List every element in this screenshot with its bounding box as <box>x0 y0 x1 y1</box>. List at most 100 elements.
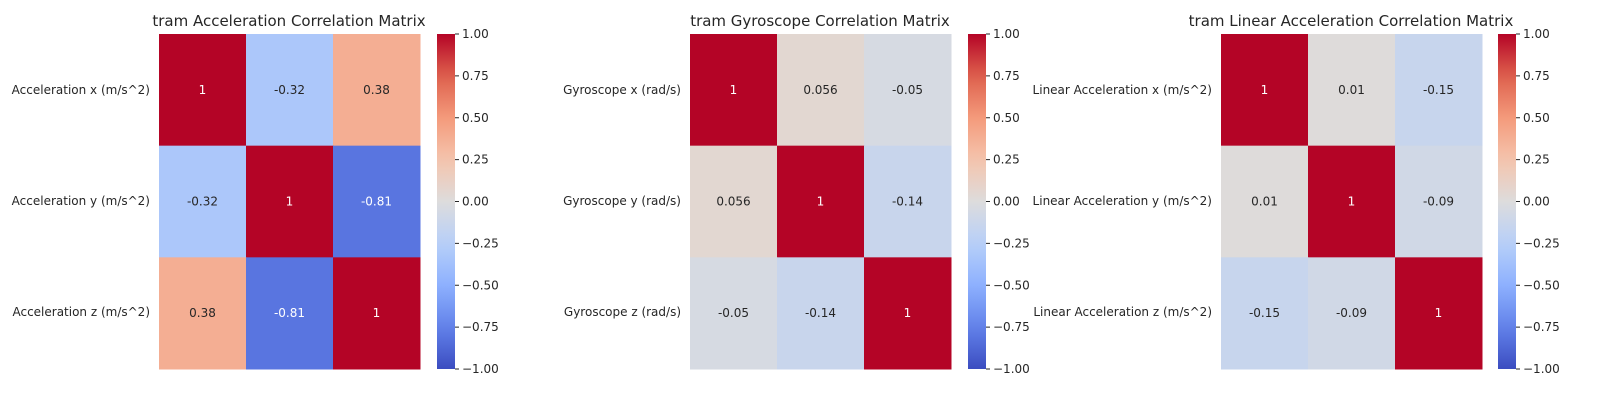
heatmap-cell-label-r0-c2: -0.15 <box>1423 83 1454 97</box>
colorbar-tick-label: 0.50 <box>993 111 1020 125</box>
heatmap-cell-r0-c0 <box>690 34 778 147</box>
row-labels: Linear Acceleration x (m/s^2) Linear Acc… <box>1033 83 1212 319</box>
heatmap-title: tram Gyroscope Correlation Matrix <box>690 12 950 30</box>
colorbar-tick-label: 0.00 <box>462 195 489 209</box>
colorbar-tick-label: −0.50 <box>1523 278 1560 292</box>
heatmap-title: tram Acceleration Correlation Matrix <box>152 12 425 30</box>
heatmap-cell-label-r2-c0: -0.05 <box>718 306 749 320</box>
heatmap-cell-r1-c1 <box>246 145 334 258</box>
heatmap-cell-r0-c1 <box>1308 34 1396 147</box>
colorbar-tick-label: 0.25 <box>1523 153 1550 167</box>
colorbar-tick-label: 0.75 <box>993 69 1020 83</box>
heatmap-cell-r2-c0 <box>690 257 778 370</box>
heatmap-title: tram Linear Acceleration Correlation Mat… <box>1189 12 1514 30</box>
colorbar-gradient <box>968 34 986 369</box>
heatmap-cell-r0-c1 <box>246 34 334 147</box>
row-labels: Acceleration x (m/s^2) Acceleration y (m… <box>12 83 150 319</box>
row-label-2: Acceleration z (m/s^2) <box>12 305 150 319</box>
heatmap-cell-label-r0-c1: -0.32 <box>274 83 305 97</box>
heatmap-cell-r2-c0 <box>159 257 247 370</box>
row-label-2: Linear Acceleration z (m/s^2) <box>1033 305 1212 319</box>
row-label-0: Acceleration x (m/s^2) <box>12 83 150 97</box>
heatmap-panel-linear-acceleration: tram Linear Acceleration Correlation Mat… <box>1033 12 1560 376</box>
heatmap-cell-r0-c2 <box>333 34 421 147</box>
heatmap-cell-label-r1-c1: 1 <box>1348 195 1356 209</box>
heatmap-cells: 1 0.056 -0.05 0.056 1 -0.14 -0.05 -0.14 1 <box>690 34 952 370</box>
heatmap-cell-r1-c2 <box>333 145 421 258</box>
heatmap-cell-r1-c0 <box>1221 145 1309 258</box>
row-label-1: Acceleration y (m/s^2) <box>12 194 150 208</box>
row-label-2: Gyroscope z (rad/s) <box>564 305 681 319</box>
heatmap-cell-r2-c1 <box>777 257 865 370</box>
colorbar-tick-label: 0.50 <box>462 111 489 125</box>
heatmap-cell-label-r1-c1: 1 <box>286 195 294 209</box>
heatmap-cell-r2-c0 <box>1221 257 1309 370</box>
heatmap-cell-label-r2-c1: -0.09 <box>1336 306 1367 320</box>
heatmap-cell-label-r1-c1: 1 <box>817 195 825 209</box>
row-label-1: Linear Acceleration y (m/s^2) <box>1033 194 1212 208</box>
colorbar-gradient <box>437 34 455 369</box>
colorbar-tick-label: −0.75 <box>1523 320 1560 334</box>
heatmap-cell-label-r1-c0: 0.01 <box>1251 195 1278 209</box>
heatmap-cell-label-r0-c0: 1 <box>199 83 207 97</box>
row-label-1: Gyroscope y (rad/s) <box>563 194 681 208</box>
heatmap-cell-label-r1-c2: -0.81 <box>361 195 392 209</box>
heatmap-cell-label-r0-c0: 1 <box>730 83 738 97</box>
colorbar-tick-label: 0.00 <box>1523 195 1550 209</box>
heatmap-cell-label-r0-c2: 0.38 <box>363 83 390 97</box>
row-labels: Gyroscope x (rad/s) Gyroscope y (rad/s) … <box>563 83 681 319</box>
colorbar-tick-label: −0.25 <box>993 236 1030 250</box>
heatmap-cell-label-r1-c2: -0.14 <box>892 195 923 209</box>
heatmap-cell-r1-c1 <box>1308 145 1396 258</box>
heatmap-cell-r1-c0 <box>159 145 247 258</box>
heatmap-cell-label-r1-c0: -0.32 <box>187 195 218 209</box>
heatmap-cell-r1-c0 <box>690 145 778 258</box>
heatmap-cell-r0-c2 <box>864 34 952 147</box>
colorbar: 1.00 0.75 0.50 0.25 0.00 −0.25 −0.50 −0.75 −1.00 <box>437 27 499 376</box>
row-label-0: Gyroscope x (rad/s) <box>563 83 681 97</box>
colorbar-tick-label: −0.50 <box>993 278 1030 292</box>
heatmap-cell-label-r1-c0: 0.056 <box>716 195 750 209</box>
colorbar-tick-label: −1.00 <box>993 362 1030 376</box>
heatmap-cells: 1 0.01 -0.15 0.01 1 -0.09 -0.15 -0.09 1 <box>1221 34 1483 370</box>
colorbar: 1.00 0.75 0.50 0.25 0.00 −0.25 −0.50 −0.75 −1.00 <box>1498 27 1560 376</box>
heatmap-cell-label-r2-c0: 0.38 <box>189 306 216 320</box>
heatmap-cell-label-r2-c1: -0.81 <box>274 306 305 320</box>
colorbar-tick-label: −0.25 <box>1523 236 1560 250</box>
heatmap-cell-label-r1-c2: -0.09 <box>1423 195 1454 209</box>
heatmap-cell-label-r2-c2: 1 <box>1435 306 1443 320</box>
heatmap-cell-r2-c1 <box>246 257 334 370</box>
heatmap-cell-label-r2-c1: -0.14 <box>805 306 836 320</box>
heatmap-cell-label-r0-c1: 0.01 <box>1338 83 1365 97</box>
heatmap-cell-label-r0-c2: -0.05 <box>892 83 923 97</box>
heatmap-cell-r2-c2 <box>333 257 421 370</box>
heatmap-cells: 1 -0.32 0.38 -0.32 1 -0.81 0.38 -0.81 1 <box>159 34 421 370</box>
heatmap-cell-r2-c2 <box>1395 257 1483 370</box>
colorbar-tick-label: 0.00 <box>993 195 1020 209</box>
colorbar-tick-label: −0.75 <box>993 320 1030 334</box>
colorbar-tick-label: 1.00 <box>462 27 489 41</box>
heatmap-cell-r0-c0 <box>159 34 247 147</box>
colorbar: 1.00 0.75 0.50 0.25 0.00 −0.25 −0.50 −0.75 −1.00 <box>968 27 1030 376</box>
heatmap-cell-r1-c2 <box>864 145 952 258</box>
colorbar-tick-label: 1.00 <box>1523 27 1550 41</box>
colorbar-tick-label: −1.00 <box>462 362 499 376</box>
heatmap-cell-r0-c2 <box>1395 34 1483 147</box>
colorbar-tick-label: −1.00 <box>1523 362 1560 376</box>
colorbar-tick-label: 0.25 <box>993 153 1020 167</box>
heatmap-cell-r0-c0 <box>1221 34 1309 147</box>
colorbar-tick-label: 0.75 <box>462 69 489 83</box>
heatmap-cell-r2-c1 <box>1308 257 1396 370</box>
heatmap-cell-label-r0-c1: 0.056 <box>803 83 837 97</box>
colorbar-tick-label: 0.25 <box>462 153 489 167</box>
heatmap-cell-r1-c2 <box>1395 145 1483 258</box>
heatmap-cell-r1-c1 <box>777 145 865 258</box>
colorbar-tick-label: 0.75 <box>1523 69 1550 83</box>
heatmap-panel-acceleration: tram Acceleration Correlation Matrix Acc… <box>12 12 499 376</box>
heatmap-cell-r0-c1 <box>777 34 865 147</box>
colorbar-tick-label: −0.50 <box>462 278 499 292</box>
heatmap-cell-label-r2-c0: -0.15 <box>1249 306 1280 320</box>
heatmap-cell-label-r2-c2: 1 <box>904 306 912 320</box>
colorbar-gradient <box>1498 34 1516 369</box>
